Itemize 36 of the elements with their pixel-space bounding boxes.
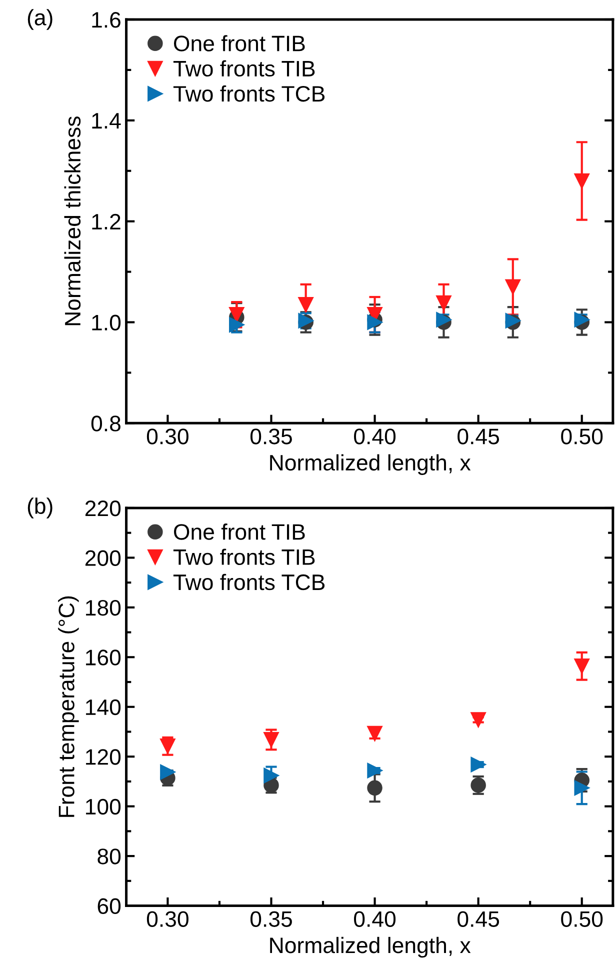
- x-tick-label: 0.50: [561, 911, 603, 927]
- text: (a): [28, 9, 52, 30]
- y-tick-label: 1.6: [92, 12, 120, 28]
- legend-label: Two fronts TCB: [173, 574, 325, 590]
- x-tick-label: 0.35: [250, 428, 292, 444]
- x-axis-title: Normalized length, x: [270, 936, 471, 958]
- y-tick-label: 0.8: [91, 416, 120, 432]
- y-tick-label: 80: [98, 848, 121, 864]
- x-tick-label: 0.45: [458, 911, 500, 927]
- y-tick-label: 160: [86, 650, 121, 666]
- x-tick-label: 0.45: [458, 428, 500, 444]
- x-tick-label: 0.50: [561, 428, 603, 444]
- y-tick-label: 200: [85, 550, 121, 566]
- y-tick-label: 1.2: [92, 214, 120, 230]
- y-tick-label: 180: [86, 600, 121, 616]
- y-tick-label: 1.4: [92, 113, 121, 128]
- legend-label: One front TIB: [174, 35, 305, 52]
- text: (b): [28, 498, 52, 518]
- y-tick-label: 120: [86, 749, 121, 765]
- legend-label: Two fronts TCB: [173, 85, 325, 102]
- x-tick-label: 0.30: [146, 911, 188, 927]
- x-tick-label: 0.40: [354, 911, 396, 927]
- y-tick-label: 60: [98, 898, 121, 914]
- y-tick-label: 100: [86, 798, 121, 815]
- x-tick-label: 0.40: [354, 428, 396, 444]
- legend-label: Two fronts TIB: [173, 548, 315, 566]
- y-tick-label: 140: [86, 699, 121, 716]
- x-tick-label: 0.35: [250, 911, 292, 927]
- y-tick-label: 1.0: [92, 314, 121, 331]
- y-axis-title: Normalized thickness: [64, 116, 81, 326]
- legend-label: One front TIB: [174, 524, 305, 540]
- x-axis-title: Normalized length, x: [270, 454, 471, 475]
- legend-label: Two fronts TIB: [173, 60, 315, 77]
- x-tick-label: 0.30: [146, 428, 188, 444]
- y-axis-title: Front temperature (°C): [58, 596, 79, 817]
- y-tick-label: 220: [85, 500, 121, 516]
